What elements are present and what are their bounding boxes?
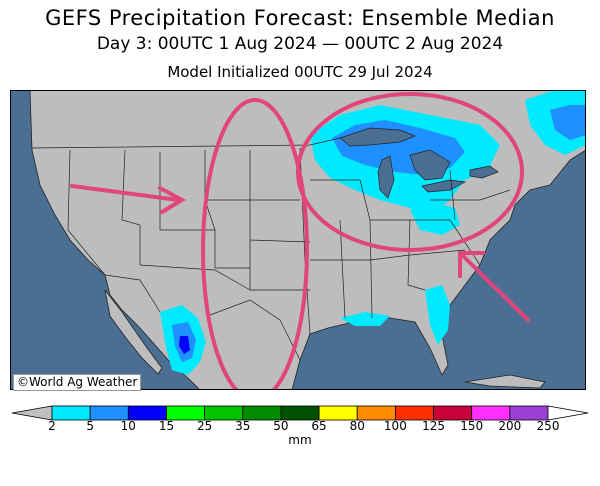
colorbar-segment	[394, 405, 434, 421]
colorbar-unit: mm	[288, 433, 312, 447]
colorbar-segment	[356, 405, 396, 421]
colorbar-tick-label: 35	[235, 419, 251, 433]
precip-shading	[160, 90, 586, 375]
colorbar-over	[547, 405, 589, 421]
colorbar-tick-label: 50	[273, 419, 289, 433]
arrow-rockies	[70, 184, 187, 214]
oval-plains	[201, 98, 309, 390]
colorbar-segment	[204, 405, 244, 421]
colorbar-tick-label: 250	[536, 419, 560, 433]
oval-great-lakes	[296, 92, 524, 252]
colorbar-tick-label: 5	[86, 419, 94, 433]
colorbar-segment	[166, 405, 206, 421]
land-cuba	[464, 374, 546, 389]
colorbar-tick-label: 80	[349, 419, 365, 433]
colorbar-segment	[51, 405, 91, 421]
colorbar-segment	[471, 405, 511, 421]
arrow-southeast	[458, 251, 530, 322]
colorbar	[11, 405, 589, 421]
colorbar-tick-label: 200	[498, 419, 522, 433]
colorbar-tick-label: 100	[383, 419, 407, 433]
land-baja	[104, 289, 163, 375]
colorbar-under	[11, 405, 53, 421]
colorbar-segment	[318, 405, 358, 421]
colorbar-tick-label: 65	[311, 419, 327, 433]
colorbar-segment	[433, 405, 473, 421]
great-lakes	[339, 127, 499, 199]
colorbar-tick-label: 25	[196, 419, 213, 433]
colorbar-segment	[280, 405, 320, 421]
colorbar-segment	[242, 405, 282, 421]
precipitation-map	[10, 90, 586, 390]
colorbar-tick-label: 150	[460, 419, 484, 433]
colorbar-tick-label: 125	[422, 419, 445, 433]
colorbar-tick-label: 15	[158, 419, 175, 433]
model-init-time: Model Initialized 00UTC 29 Jul 2024	[167, 63, 433, 81]
annotations	[70, 92, 530, 390]
colorbar-tick-label: 10	[120, 419, 136, 433]
colorbar-tick-label: 2	[48, 419, 56, 433]
colorbar-segment	[127, 405, 167, 421]
credit-label: ©World Ag Weather	[13, 374, 142, 391]
colorbar-segment	[89, 405, 129, 421]
colorbar-segment	[509, 405, 549, 421]
forecast-period: Day 3: 00UTC 1 Aug 2024 — 00UTC 2 Aug 20…	[96, 34, 504, 54]
map-title: GEFS Precipitation Forecast: Ensemble Me…	[45, 6, 555, 30]
